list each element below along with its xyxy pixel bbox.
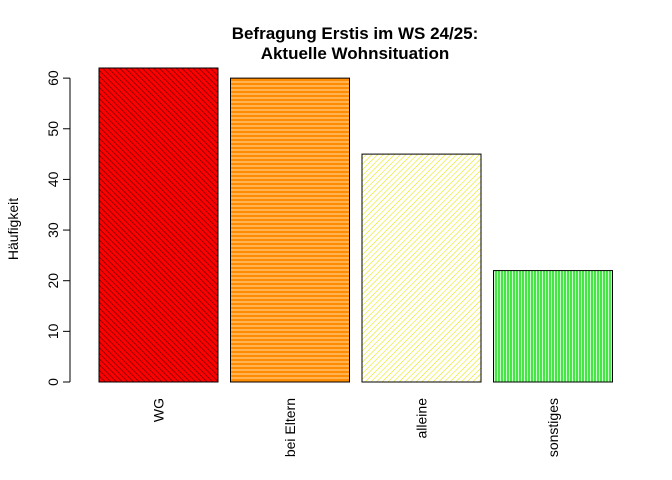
x-tick-label: WG [151,398,167,422]
y-axis-label: Häufigkeit [5,198,21,260]
bar [230,77,350,383]
bar [98,67,219,383]
y-tick-label: 50 [45,121,61,137]
y-axis: 0 10 20 30 40 50 60 [45,70,71,386]
bars [98,67,613,383]
x-tick-label: sonstiges [545,398,561,457]
x-tick-labels: WG bei Eltern alleine sonstiges [151,398,562,457]
bar [361,153,482,383]
bar [493,270,613,383]
y-tick-label: 60 [45,70,61,86]
chart-title-line-2: Aktuelle Wohnsituation [261,44,450,63]
x-tick-label: alleine [414,398,430,439]
y-tick-label: 40 [45,171,61,187]
x-tick-label: bei Eltern [282,398,298,457]
y-tick-label: 0 [45,378,61,386]
y-tick-label: 10 [45,323,61,339]
y-tick-label: 20 [45,273,61,289]
chart-title-line-1: Befragung Erstis im WS 24/25: [232,24,479,43]
y-tick-label: 30 [45,222,61,238]
